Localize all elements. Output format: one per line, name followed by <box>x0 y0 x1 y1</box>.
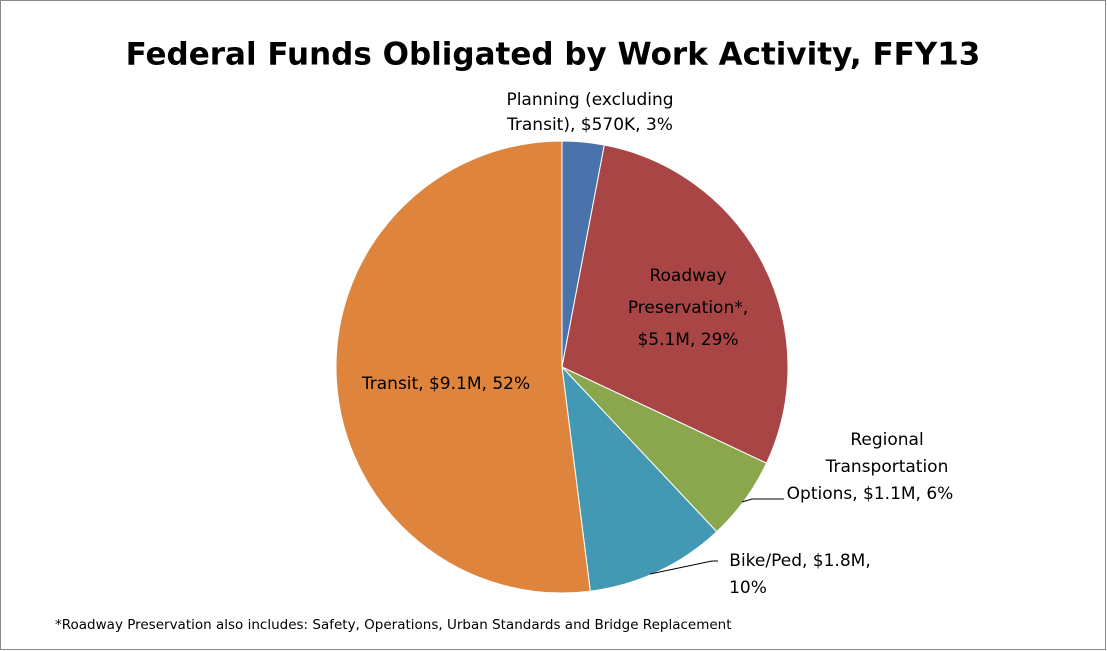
leader-line <box>649 560 718 575</box>
data-label: Transportation <box>825 457 949 477</box>
data-label: Preservation*, <box>628 298 748 318</box>
data-label: Transit, $9.1M, 52% <box>361 374 530 394</box>
data-label: $5.1M, 29% <box>637 330 738 350</box>
footnote: *Roadway Preservation also includes: Saf… <box>55 617 732 633</box>
data-label: Transit), $570K, 3% <box>506 115 673 135</box>
leader-line <box>741 498 784 503</box>
data-label: Planning (excluding <box>506 90 673 110</box>
pie-slice <box>561 144 789 464</box>
data-label: Roadway <box>649 266 726 286</box>
data-label: Bike/Ped, $1.8M, <box>729 551 870 571</box>
data-label: 10% <box>729 578 767 598</box>
chart-title: Federal Funds Obligated by Work Activity… <box>126 37 981 73</box>
data-label: Options, $1.1M, 6% <box>787 484 954 504</box>
data-label: Regional <box>850 430 923 450</box>
pie-slice <box>335 140 591 594</box>
pie-slice <box>561 365 718 592</box>
